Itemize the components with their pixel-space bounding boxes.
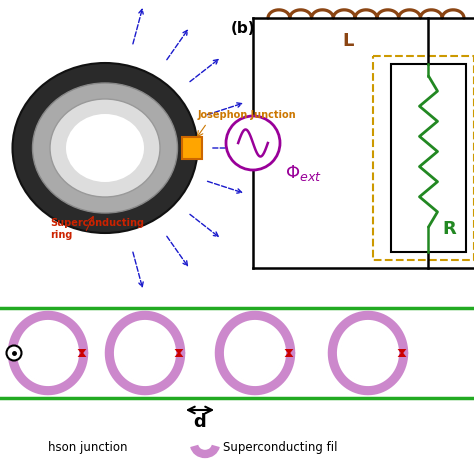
Polygon shape bbox=[78, 349, 86, 355]
Ellipse shape bbox=[110, 316, 180, 390]
Text: R: R bbox=[443, 220, 456, 238]
Text: $\Phi_{ext}$: $\Phi_{ext}$ bbox=[285, 163, 322, 183]
Circle shape bbox=[226, 116, 280, 170]
Text: L: L bbox=[342, 32, 354, 50]
Ellipse shape bbox=[13, 316, 83, 390]
Text: (b): (b) bbox=[231, 21, 255, 36]
Circle shape bbox=[7, 346, 21, 361]
Bar bbox=[373, 56, 474, 260]
Text: Superconducting fil: Superconducting fil bbox=[223, 440, 337, 454]
Polygon shape bbox=[398, 351, 406, 357]
Text: hson junction: hson junction bbox=[48, 440, 128, 454]
Ellipse shape bbox=[220, 316, 290, 390]
Ellipse shape bbox=[50, 99, 160, 197]
Text: Superconducting
ring: Superconducting ring bbox=[50, 219, 144, 240]
Polygon shape bbox=[174, 349, 183, 355]
Ellipse shape bbox=[12, 63, 198, 233]
Text: Josephon Junction: Josephon Junction bbox=[198, 110, 297, 120]
Polygon shape bbox=[174, 351, 183, 357]
Polygon shape bbox=[284, 351, 293, 357]
Ellipse shape bbox=[66, 114, 144, 182]
Text: d: d bbox=[193, 413, 206, 431]
Ellipse shape bbox=[33, 83, 177, 213]
Bar bbox=[182, 137, 202, 159]
Polygon shape bbox=[78, 351, 86, 357]
Polygon shape bbox=[284, 349, 293, 355]
Ellipse shape bbox=[333, 316, 403, 390]
Polygon shape bbox=[398, 349, 406, 355]
Bar bbox=[391, 64, 466, 252]
